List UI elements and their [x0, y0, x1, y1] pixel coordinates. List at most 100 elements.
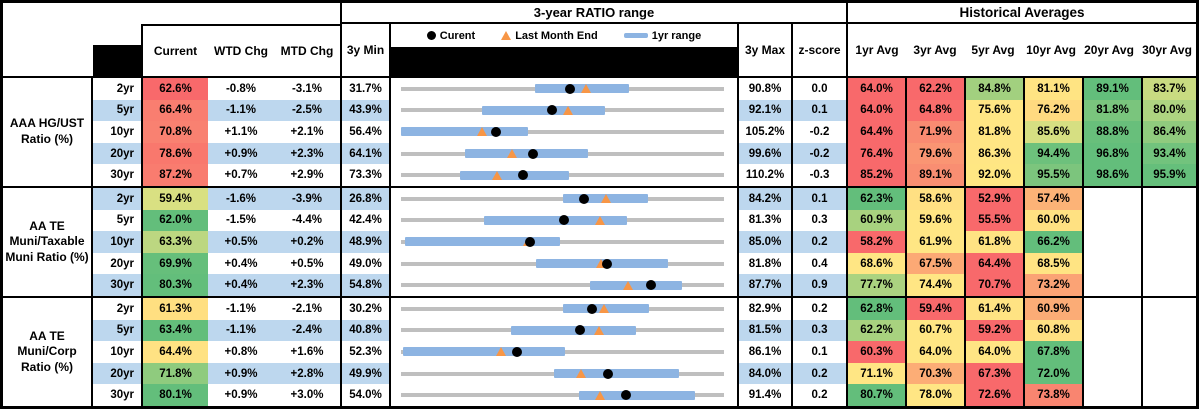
avg-value: 58.6% — [905, 188, 964, 210]
z-score-value: 0.2 — [791, 231, 846, 253]
z-score-value: 0.9 — [791, 274, 846, 296]
avg-value: 98.6% — [1082, 164, 1141, 186]
3y-max-header: 3y Max — [737, 24, 791, 76]
tenor-label: 10yr — [110, 345, 134, 358]
group-header-spacer — [3, 24, 93, 76]
avg-value: 72.6% — [964, 384, 1023, 406]
current-marker — [586, 303, 597, 314]
tenor-label: 2yr — [116, 82, 134, 95]
avg-value: 81.8% — [964, 121, 1023, 143]
avg-value — [1141, 231, 1196, 253]
wtd-chg-value: +0.7% — [224, 169, 258, 182]
last-month-marker — [623, 280, 634, 290]
avg-value: 60.9% — [846, 209, 905, 232]
avg-value — [1082, 188, 1141, 210]
avg-value: 61.4% — [964, 298, 1023, 320]
avg-value: 62.3% — [846, 188, 905, 210]
black-fill-strip — [391, 47, 737, 76]
mtd-chg-header: MTD Chg — [280, 44, 334, 58]
mtd-chg-value: +2.3% — [274, 142, 340, 165]
tenor-label: 2yr — [93, 188, 141, 210]
3y-max-value: 84.2% — [737, 188, 791, 210]
avg-value: 71.9% — [905, 121, 964, 143]
z-score-value: 0.1 — [791, 341, 846, 363]
mtd-chg-value: +3.0% — [290, 389, 324, 402]
1yr-range-bar — [401, 127, 529, 137]
tenor-label: 5yr — [116, 214, 134, 227]
avg-value: 60.0% — [1023, 209, 1082, 232]
current-value: 62.6% — [141, 78, 208, 100]
avg-value — [1082, 252, 1141, 275]
mtd-chg-value: +2.8% — [274, 362, 340, 385]
3y-min-value: 26.8% — [340, 188, 389, 210]
z-score-value: 0.3 — [791, 319, 846, 342]
avg-value: 81.1% — [1023, 78, 1082, 100]
black-fill-block — [93, 45, 141, 76]
avg-header-30yr: 30yr Avg — [1142, 43, 1192, 57]
1yr-range-bar — [590, 280, 682, 290]
avg-value — [1141, 188, 1196, 210]
current-value: 59.4% — [141, 188, 208, 210]
avg-value: 78.0% — [905, 384, 964, 406]
avg-value — [1082, 341, 1141, 363]
1yr-range-bar — [464, 149, 589, 159]
current-marker — [546, 105, 557, 116]
range-track — [401, 239, 724, 244]
ratio-section: AAA HG/UST Ratio (%) 2yr 62.6% -0.8% -3.1% 31… — [3, 78, 1196, 186]
current-marker — [603, 368, 614, 379]
avg-header-1yr: 1yr Avg — [855, 43, 899, 57]
last-month-marker — [600, 194, 611, 204]
tenor-label: 20yr — [93, 362, 141, 385]
legend-last-month-label: Last Month End — [515, 29, 598, 42]
range-chart — [389, 341, 737, 363]
avg-header-3yr: 3yr Avg — [913, 43, 957, 57]
3y-min-value: 42.4% — [340, 209, 389, 232]
last-month-marker — [581, 84, 592, 94]
z-score-value: 0.4 — [791, 252, 846, 275]
3y-max-value: 92.1% — [737, 99, 791, 122]
mtd-chg-value: +2.9% — [290, 169, 324, 182]
1yr-range-bar — [482, 105, 606, 115]
group-label: AA TE Muni/Taxable Muni Ratio (%) — [3, 188, 93, 296]
avg-value: 79.6% — [905, 142, 964, 165]
avg-value: 60.9% — [1023, 298, 1082, 320]
range-chart — [389, 209, 737, 232]
tenor-label: 20yr — [110, 257, 134, 270]
3y-max-value: 91.4% — [737, 384, 791, 406]
table-body: AAA HG/UST Ratio (%) 2yr 62.6% -0.8% -3.1% 31… — [3, 78, 1196, 406]
table-row: 2yr 62.6% -0.8% -3.1% 31.7% 90.8% 0.0 64.0% 62.2… — [93, 78, 1196, 100]
wtd-chg-value: -1.5% — [225, 214, 257, 227]
chart-header-cell: Curent Last Month End 1yr range — [389, 24, 737, 76]
current-value: 66.4% — [141, 99, 208, 122]
wtd-chg-value: +0.9% — [224, 389, 258, 402]
tenor-label: 5yr — [93, 99, 141, 122]
avg-header-20yr: 20yr Avg — [1084, 43, 1134, 57]
avg-header-10yr: 10yr Avg — [1026, 43, 1076, 57]
3y-max-value: 82.9% — [737, 298, 791, 320]
avg-value: 95.9% — [1141, 164, 1196, 186]
1yr-range-bar — [484, 215, 627, 225]
avg-value — [1082, 274, 1141, 296]
mtd-chg-value: -2.4% — [274, 319, 340, 342]
avg-value: 52.9% — [964, 188, 1023, 210]
3y-min-value: 43.9% — [340, 99, 389, 122]
avg-value — [1141, 319, 1196, 342]
avg-value: 67.3% — [964, 362, 1023, 385]
tenor-label: 2yr — [116, 302, 134, 315]
avg-header-5yr: 5yr Avg — [971, 43, 1015, 57]
wtd-chg-value: -1.6% — [208, 188, 274, 210]
avg-value: 60.7% — [905, 319, 964, 342]
wtd-chg-value: +0.4% — [208, 274, 274, 296]
mtd-chg-value: +0.5% — [290, 257, 324, 270]
avg-value: 57.4% — [1023, 188, 1082, 210]
avg-value — [1082, 298, 1141, 320]
1yr-range-bar — [402, 347, 566, 357]
avg-value: 59.4% — [905, 298, 964, 320]
last-month-marker — [598, 304, 609, 314]
avg-value: 68.6% — [846, 252, 905, 275]
last-month-marker — [596, 259, 607, 269]
tenor-label: 10yr — [110, 125, 134, 138]
chart-legend: Curent Last Month End 1yr range — [391, 24, 737, 47]
3y-min-value: 56.4% — [340, 121, 389, 143]
3y-max-value: 99.6% — [737, 142, 791, 165]
